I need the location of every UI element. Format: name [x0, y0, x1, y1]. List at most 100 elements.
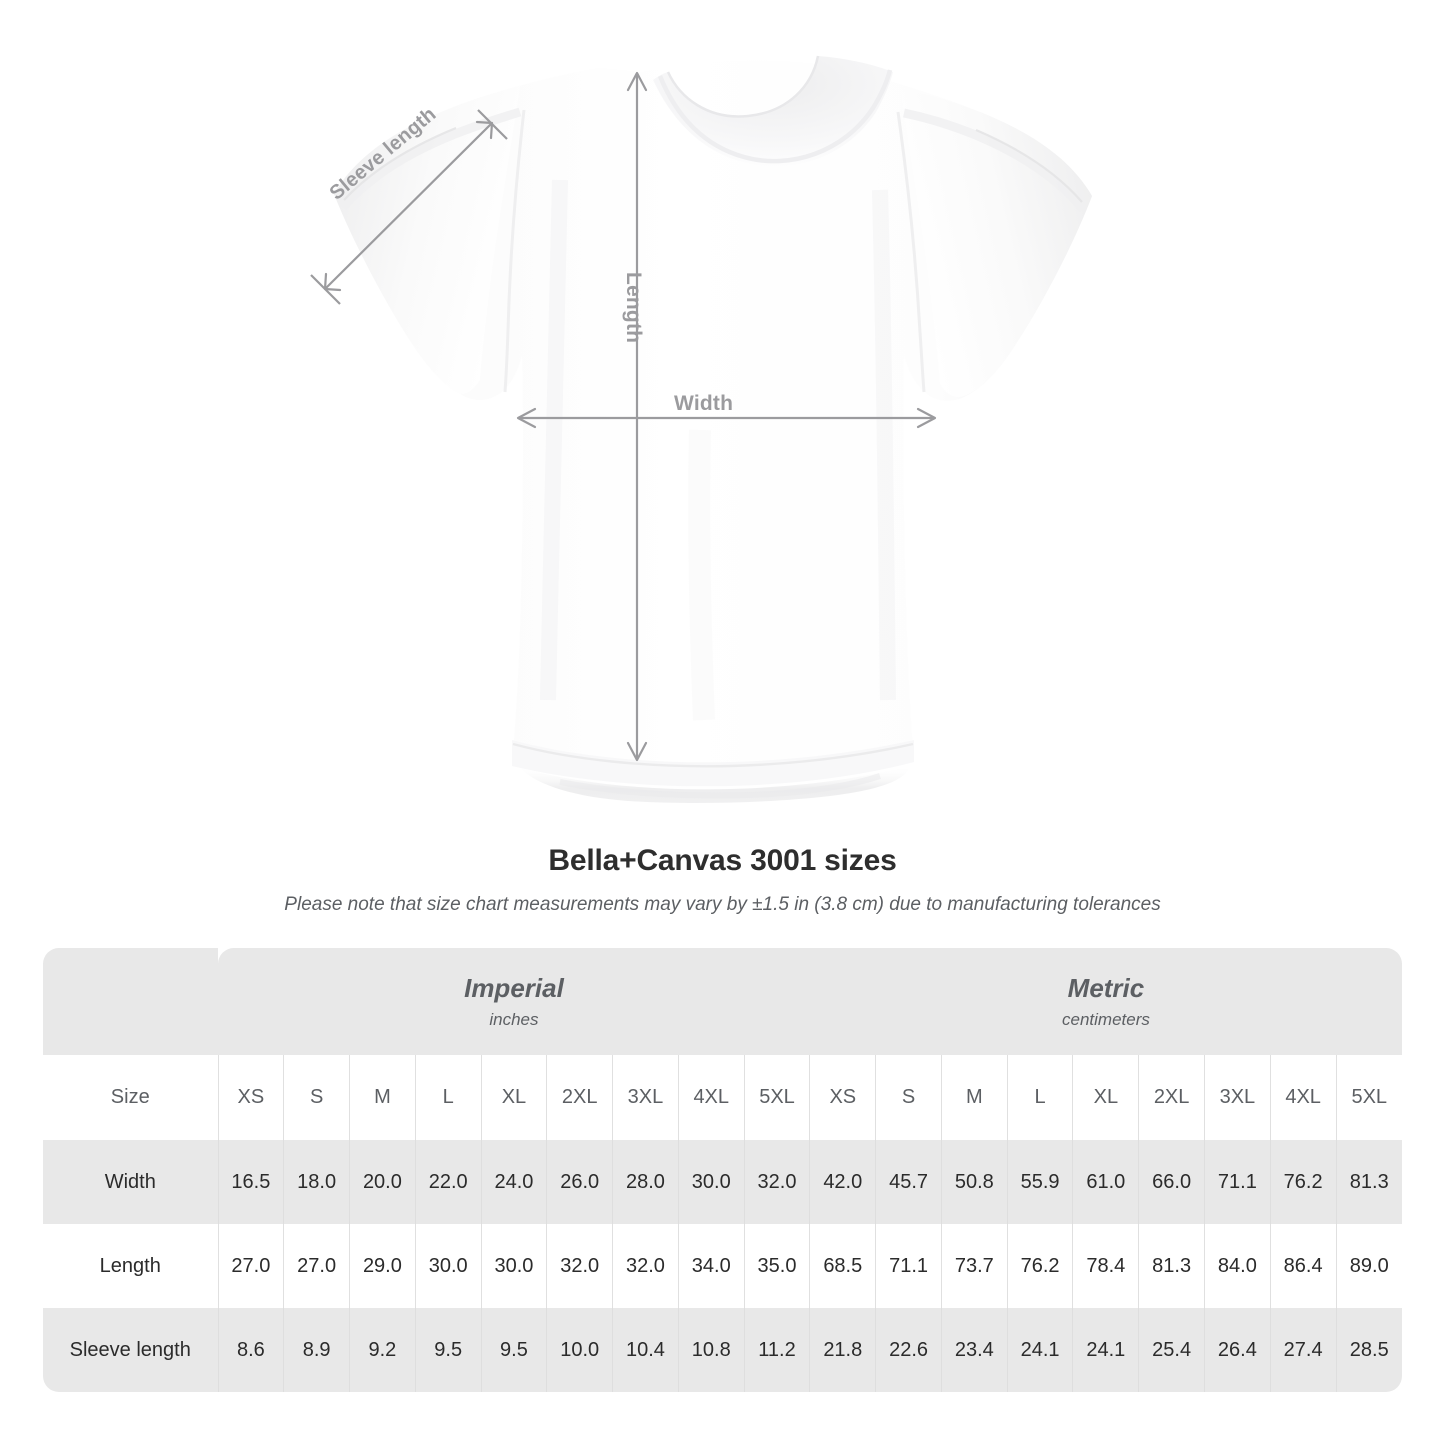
cell-sleeve-length-L-cm: 24.1 — [1006, 1308, 1073, 1392]
cell-width-5XL-in: 32.0 — [743, 1140, 810, 1224]
unit-group-metric: Metric centimeters — [809, 948, 1402, 1055]
cell-width-M-in: 20.0 — [349, 1140, 416, 1224]
column-header-4xl-metric: 4XL — [1269, 1055, 1337, 1140]
cell-sleeve-length-5XL-cm: 28.5 — [1335, 1308, 1402, 1392]
unit-group-name: Imperial — [464, 973, 564, 1003]
cell-length-5XL-in: 35.0 — [743, 1224, 810, 1308]
cell-sleeve-length-M-cm: 23.4 — [940, 1308, 1008, 1392]
cell-length-S-cm: 71.1 — [875, 1224, 942, 1308]
cell-width-4XL-in: 30.0 — [677, 1140, 745, 1224]
title-block: Bella+Canvas 3001 sizes Please note that… — [0, 843, 1445, 917]
cell-sleeve-length-4XL-in: 10.8 — [677, 1308, 745, 1392]
cell-width-2XL-cm: 66.0 — [1138, 1140, 1205, 1224]
sleeve-length-arrow — [310, 109, 508, 305]
cell-width-3XL-cm: 71.1 — [1204, 1140, 1271, 1224]
cell-width-XS-in: 16.5 — [217, 1140, 284, 1224]
cell-length-3XL-cm: 84.0 — [1204, 1224, 1271, 1308]
column-header-3xl-metric: 3XL — [1204, 1055, 1271, 1140]
cell-length-M-cm: 73.7 — [940, 1224, 1008, 1308]
cell-sleeve-length-XL-cm: 24.1 — [1072, 1308, 1139, 1392]
cell-length-L-in: 30.0 — [414, 1224, 482, 1308]
length-label: Length — [622, 272, 645, 344]
cell-sleeve-length-2XL-cm: 25.4 — [1138, 1308, 1205, 1392]
column-header-l-imperial: L — [414, 1055, 482, 1140]
column-header-5xl-metric: 5XL — [1335, 1055, 1402, 1140]
cell-sleeve-length-XS-cm: 21.8 — [809, 1308, 876, 1392]
cell-width-S-in: 18.0 — [283, 1140, 350, 1224]
unit-banner-row: Imperial inches Metric centimeters — [43, 948, 1402, 1055]
cell-sleeve-length-4XL-cm: 27.4 — [1269, 1308, 1337, 1392]
cell-width-L-in: 22.0 — [414, 1140, 482, 1224]
cell-length-S-in: 27.0 — [283, 1224, 350, 1308]
width-arrow — [516, 407, 937, 429]
size-header-label: Size — [43, 1055, 218, 1140]
cell-sleeve-length-2XL-in: 10.0 — [546, 1308, 613, 1392]
cell-sleeve-length-5XL-in: 11.2 — [743, 1308, 810, 1392]
width-label: Width — [674, 392, 734, 415]
cell-width-XL-cm: 61.0 — [1072, 1140, 1139, 1224]
cell-length-M-in: 29.0 — [349, 1224, 416, 1308]
column-header-2xl-imperial: 2XL — [546, 1055, 613, 1140]
cell-width-2XL-in: 26.0 — [546, 1140, 613, 1224]
unit-banner-spacer — [43, 948, 218, 1055]
unit-group-sub: centimeters — [1062, 1010, 1150, 1029]
dimension-arrows — [310, 71, 937, 762]
column-header-m-imperial: M — [349, 1055, 416, 1140]
table-row: Width 16.5 18.0 20.0 22.0 24.0 26.0 28.0 30.0 32.… — [43, 1140, 1402, 1224]
size-chart-table-wrap: Imperial inches Metric centimeters Size X… — [43, 948, 1402, 1392]
tshirt-body-shape — [334, 55, 1092, 804]
unit-group-sub: inches — [489, 1010, 539, 1029]
column-header-5xl-imperial: 5XL — [743, 1055, 810, 1140]
column-header-2xl-metric: 2XL — [1138, 1055, 1205, 1140]
cell-length-5XL-cm: 89.0 — [1335, 1224, 1402, 1308]
cell-width-M-cm: 50.8 — [940, 1140, 1008, 1224]
cell-width-3XL-in: 28.0 — [612, 1140, 679, 1224]
cell-length-2XL-cm: 81.3 — [1138, 1224, 1205, 1308]
length-arrow — [626, 71, 648, 762]
column-header-m-metric: M — [940, 1055, 1008, 1140]
row-label-length: Length — [43, 1224, 218, 1308]
cell-sleeve-length-S-in: 8.9 — [283, 1308, 350, 1392]
column-header-xl-imperial: XL — [480, 1055, 547, 1140]
table-row: Sleeve length 8.6 8.9 9.2 9.5 9.5 10.0 10.4 10.8… — [43, 1308, 1402, 1392]
row-label-sleeve-length: Sleeve length — [43, 1308, 218, 1392]
cell-width-S-cm: 45.7 — [875, 1140, 942, 1224]
column-header-xs-metric: XS — [809, 1055, 876, 1140]
column-header-xl-metric: XL — [1072, 1055, 1139, 1140]
column-header-xs-imperial: XS — [217, 1055, 284, 1140]
cell-sleeve-length-XL-in: 9.5 — [480, 1308, 547, 1392]
column-header-s-metric: S — [875, 1055, 942, 1140]
cell-width-XS-cm: 42.0 — [809, 1140, 876, 1224]
unit-group-name: Metric — [1067, 973, 1145, 1003]
column-header-4xl-imperial: 4XL — [677, 1055, 745, 1140]
size-header-row: Size XS S M L XL 2XL 3XL 4XL 5XL XS S M L XL 2XL 3XL 4XL 5… — [43, 1055, 1402, 1140]
cell-sleeve-length-S-cm: 22.6 — [875, 1308, 942, 1392]
cell-length-XS-cm: 68.5 — [809, 1224, 876, 1308]
column-header-l-metric: L — [1006, 1055, 1073, 1140]
cell-length-XS-in: 27.0 — [217, 1224, 284, 1308]
cell-sleeve-length-M-in: 9.2 — [349, 1308, 416, 1392]
cell-sleeve-length-XS-in: 8.6 — [217, 1308, 284, 1392]
cell-sleeve-length-3XL-in: 10.4 — [612, 1308, 679, 1392]
garment-diagram: Sleeve length Length Width — [310, 55, 1092, 804]
cell-sleeve-length-3XL-cm: 26.4 — [1204, 1308, 1271, 1392]
cell-length-L-cm: 76.2 — [1006, 1224, 1073, 1308]
size-chart-table: Imperial inches Metric centimeters Size X… — [43, 948, 1402, 1392]
cell-length-2XL-in: 32.0 — [546, 1224, 613, 1308]
column-header-3xl-imperial: 3XL — [612, 1055, 679, 1140]
row-label-width: Width — [43, 1140, 218, 1224]
unit-group-imperial: Imperial inches — [218, 948, 810, 1055]
cell-length-4XL-in: 34.0 — [677, 1224, 745, 1308]
cell-length-3XL-in: 32.0 — [612, 1224, 679, 1308]
cell-width-4XL-cm: 76.2 — [1269, 1140, 1337, 1224]
cell-sleeve-length-L-in: 9.5 — [414, 1308, 482, 1392]
cell-length-XL-in: 30.0 — [480, 1224, 547, 1308]
column-header-s-imperial: S — [283, 1055, 350, 1140]
cell-length-XL-cm: 78.4 — [1072, 1224, 1139, 1308]
tolerance-note: Please note that size chart measurements… — [284, 894, 1161, 915]
tshirt-illustration — [310, 55, 1092, 804]
cell-length-4XL-cm: 86.4 — [1269, 1224, 1337, 1308]
cell-width-XL-in: 24.0 — [480, 1140, 547, 1224]
cell-width-L-cm: 55.9 — [1006, 1140, 1073, 1224]
cell-width-5XL-cm: 81.3 — [1335, 1140, 1402, 1224]
